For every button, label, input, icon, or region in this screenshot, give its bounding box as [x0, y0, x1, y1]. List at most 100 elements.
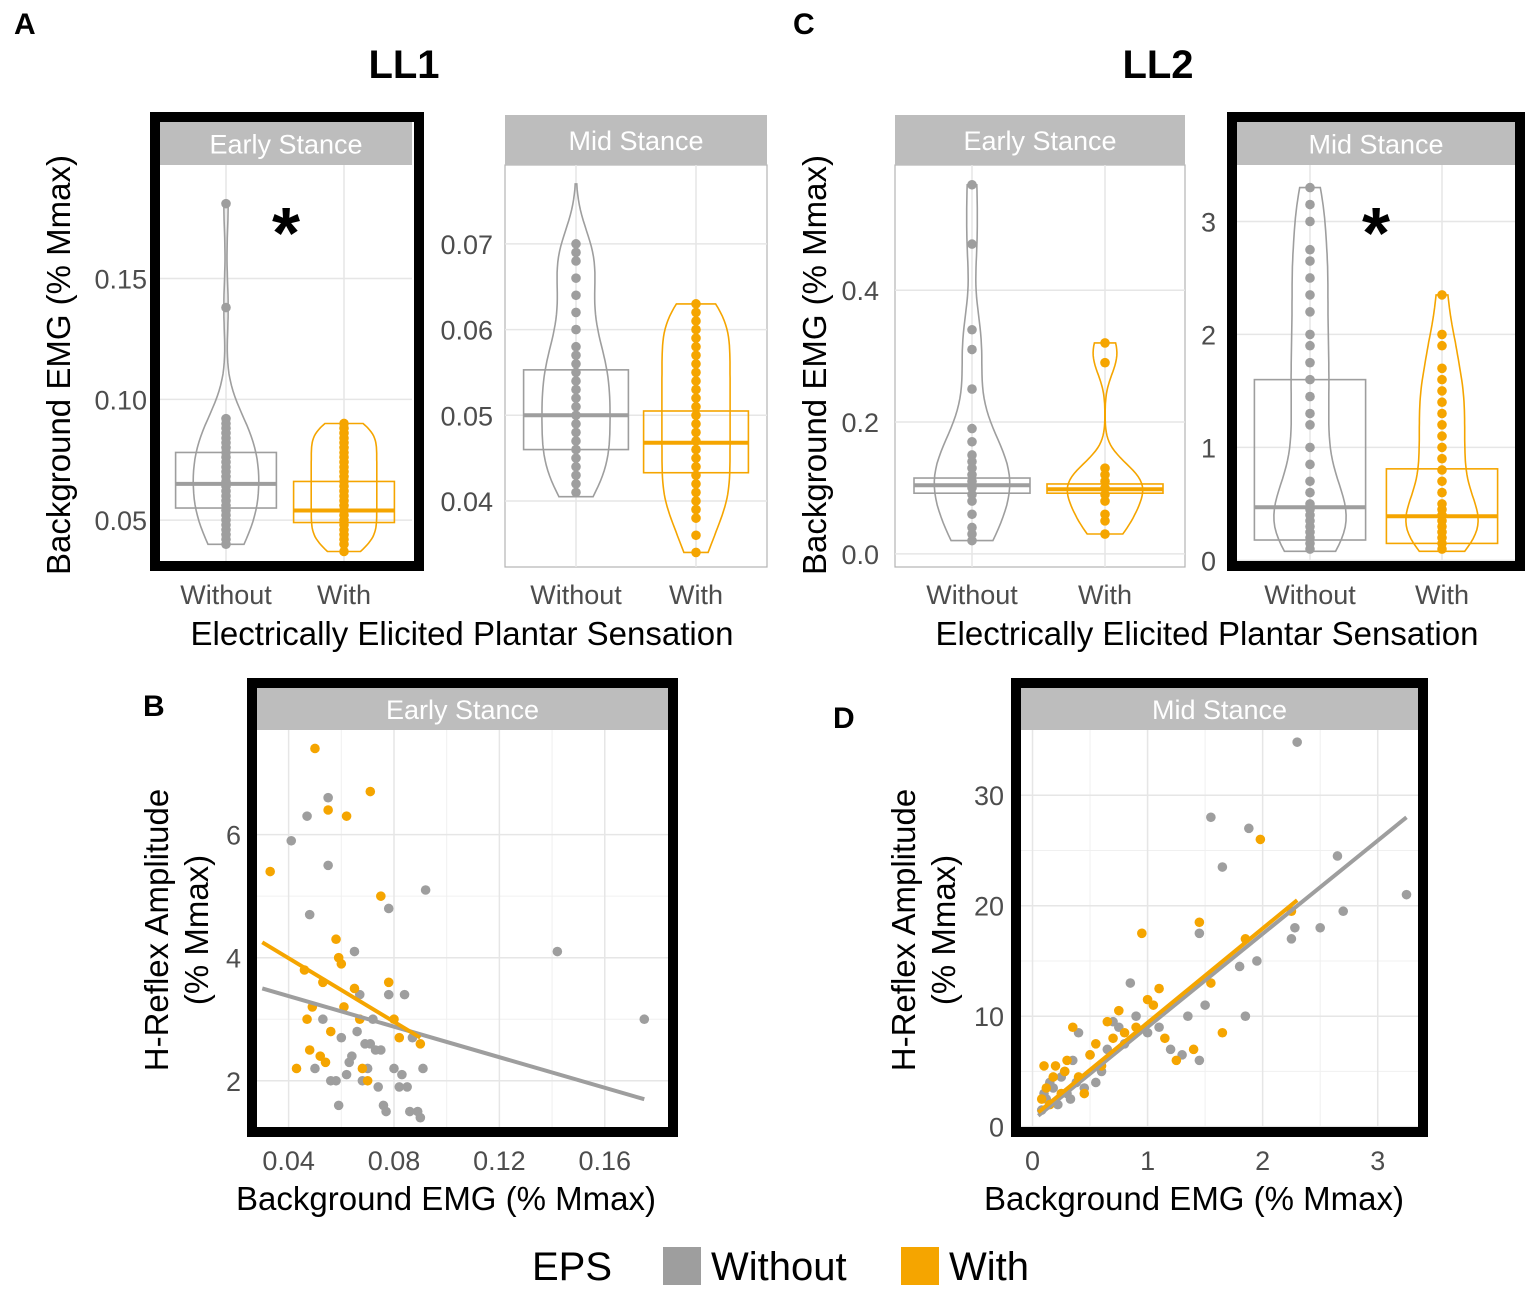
data-point-C1-without-7 [967, 476, 977, 487]
shared-xlabel-ll2: Electrically Elicited Plantar Sensation [936, 615, 1479, 652]
data-point-A2-with-15 [691, 401, 701, 412]
data-point-C2-with-23 [1437, 290, 1447, 300]
data-point-A2-without-11 [571, 393, 581, 403]
data-point-C1-without-13 [967, 423, 977, 434]
ytick-label-A1-0: 0.05 [94, 506, 147, 536]
data-point-A2-with-21 [691, 350, 701, 361]
scatter-point-D-without-34 [1240, 1011, 1251, 1021]
data-point-C1-with-2 [1100, 509, 1110, 520]
data-point-C1-with-8 [1100, 463, 1110, 473]
panel-a-early-stance: 0.05 0.10 0.15 Without With Early Stance * [94, 112, 424, 610]
panel-letter-d: D [833, 702, 855, 735]
scatter-xlabel-d: Background EMG (% Mmax) [984, 1180, 1404, 1217]
scatter-point-D-with-2 [1041, 1083, 1052, 1093]
scatter-point-B-with-4 [304, 1045, 315, 1055]
data-point-A2-with-26 [691, 307, 701, 318]
data-point-C1-without-6 [967, 483, 977, 493]
xtick-label-C1-with: With [1078, 580, 1132, 610]
xtick-label-B-3: 0.16 [578, 1146, 631, 1176]
scatter-point-D-with-23 [1154, 983, 1164, 994]
scatter-point-D-with-11 [1079, 1088, 1090, 1099]
scatter-point-B-with-21 [365, 786, 376, 797]
data-point-A2-without-12 [571, 384, 581, 395]
data-point-A2-with-1 [691, 530, 701, 541]
scatter-point-B-without-33 [402, 1082, 412, 1092]
scatter-point-D-with-27 [1194, 917, 1205, 928]
panel-letter-c: C [793, 8, 815, 41]
data-point-C2-without-8 [1305, 499, 1315, 509]
highlight-frame-D [1011, 678, 1428, 1137]
data-point-A2-without-24 [571, 239, 581, 249]
scatter-point-D-without-27 [1183, 1011, 1193, 1021]
scatter-point-D-without-43 [1401, 889, 1412, 900]
ytick-label-A1-1: 0.10 [94, 385, 147, 415]
scatter-point-D-with-8 [1062, 1055, 1072, 1066]
data-point-C1-without-10 [967, 456, 977, 467]
group-title-ll2: LL2 [1122, 43, 1193, 87]
scatter-point-B-without-29 [389, 1063, 399, 1074]
ytick-label-C2-1: 1 [1201, 433, 1216, 463]
data-point-C2-without-16 [1305, 374, 1315, 385]
scatter-point-B-with-15 [339, 1002, 349, 1012]
plot-area-A1 [160, 165, 412, 566]
xtick-label-A2-with: With [669, 580, 723, 610]
legend: EPS Without With [532, 1245, 1029, 1289]
data-point-A1-with-26 [339, 418, 349, 429]
data-point-C2-without-11 [1305, 459, 1315, 470]
violin-C2-without [1273, 186, 1347, 553]
data-point-C1-without-12 [967, 436, 977, 447]
scatter-point-D-with-24 [1160, 1033, 1170, 1044]
scatter-point-B-without-28 [383, 989, 394, 1000]
data-point-C2-without-15 [1305, 391, 1315, 402]
data-point-C2-without-18 [1305, 340, 1315, 351]
scatter-point-D-with-31 [1255, 834, 1266, 845]
data-point-C2-with-20 [1437, 363, 1447, 374]
legend-title: EPS [532, 1245, 612, 1289]
data-point-C1-without-3 [967, 509, 977, 520]
data-point-A1-without-26 [221, 413, 231, 424]
data-point-C1-without-2 [967, 522, 977, 533]
data-point-A2-without-10 [571, 401, 581, 412]
scatter-ylabel-b-line2: (% Mmax) [178, 855, 215, 1005]
strip-label-D: Mid Stance [1152, 695, 1287, 725]
scatter-point-B-without-34 [405, 1106, 415, 1117]
data-point-C2-without-10 [1305, 476, 1315, 487]
trend-line-B-without [261, 986, 645, 1102]
data-point-A2-without-13 [571, 376, 581, 386]
scatter-point-D-without-40 [1315, 922, 1325, 933]
xtick-label-C2-without: Without [1264, 580, 1356, 610]
data-point-C1-without-17 [967, 239, 977, 249]
scatter-point-D-without-33 [1234, 961, 1245, 972]
data-point-A1-without-27 [221, 302, 231, 313]
scatter-point-B-with-23 [383, 977, 394, 988]
plot-area-C1 [894, 164, 1186, 568]
plot-area-A2 [504, 164, 768, 568]
scatter-point-D-with-4 [1048, 1072, 1059, 1082]
scatter-point-B-with-16 [341, 811, 352, 821]
scatter-point-B-without-23 [373, 1082, 383, 1092]
highlight-frame-B [247, 678, 678, 1137]
ytick-label-D-0: 0 [989, 1113, 1004, 1143]
scatter-point-B-without-37 [415, 1112, 426, 1123]
data-point-C2-without-19 [1305, 329, 1315, 340]
strip-label-B: Early Stance [386, 695, 539, 725]
data-point-A2-with-6 [691, 479, 701, 489]
scatter-xlabel-b: Background EMG (% Mmax) [236, 1180, 656, 1217]
data-point-A2-without-0 [571, 487, 581, 498]
data-point-C2-with-14 [1437, 431, 1447, 441]
data-point-A2-without-7 [571, 427, 581, 438]
scatter-point-D-without-24 [1154, 1022, 1164, 1033]
xtick-label-B-0: 0.04 [262, 1146, 315, 1176]
data-point-C1-without-18 [967, 179, 977, 190]
scatter-point-D-without-35 [1244, 823, 1254, 834]
data-point-A2-with-16 [691, 393, 701, 403]
data-point-A1-without-28 [221, 198, 231, 209]
scatter-point-B-with-20 [362, 1075, 373, 1086]
highlight-frame-A1 [150, 112, 424, 571]
data-point-A2-without-2 [571, 470, 581, 481]
violin-ylabel-ll1: Background EMG (% Mmax) [40, 155, 77, 575]
data-point-C1-without-1 [967, 529, 977, 539]
xtick-label-A1-with: With [317, 580, 371, 610]
data-point-A2-with-4 [691, 496, 701, 506]
ytick-label-A2-2: 0.06 [440, 316, 493, 346]
